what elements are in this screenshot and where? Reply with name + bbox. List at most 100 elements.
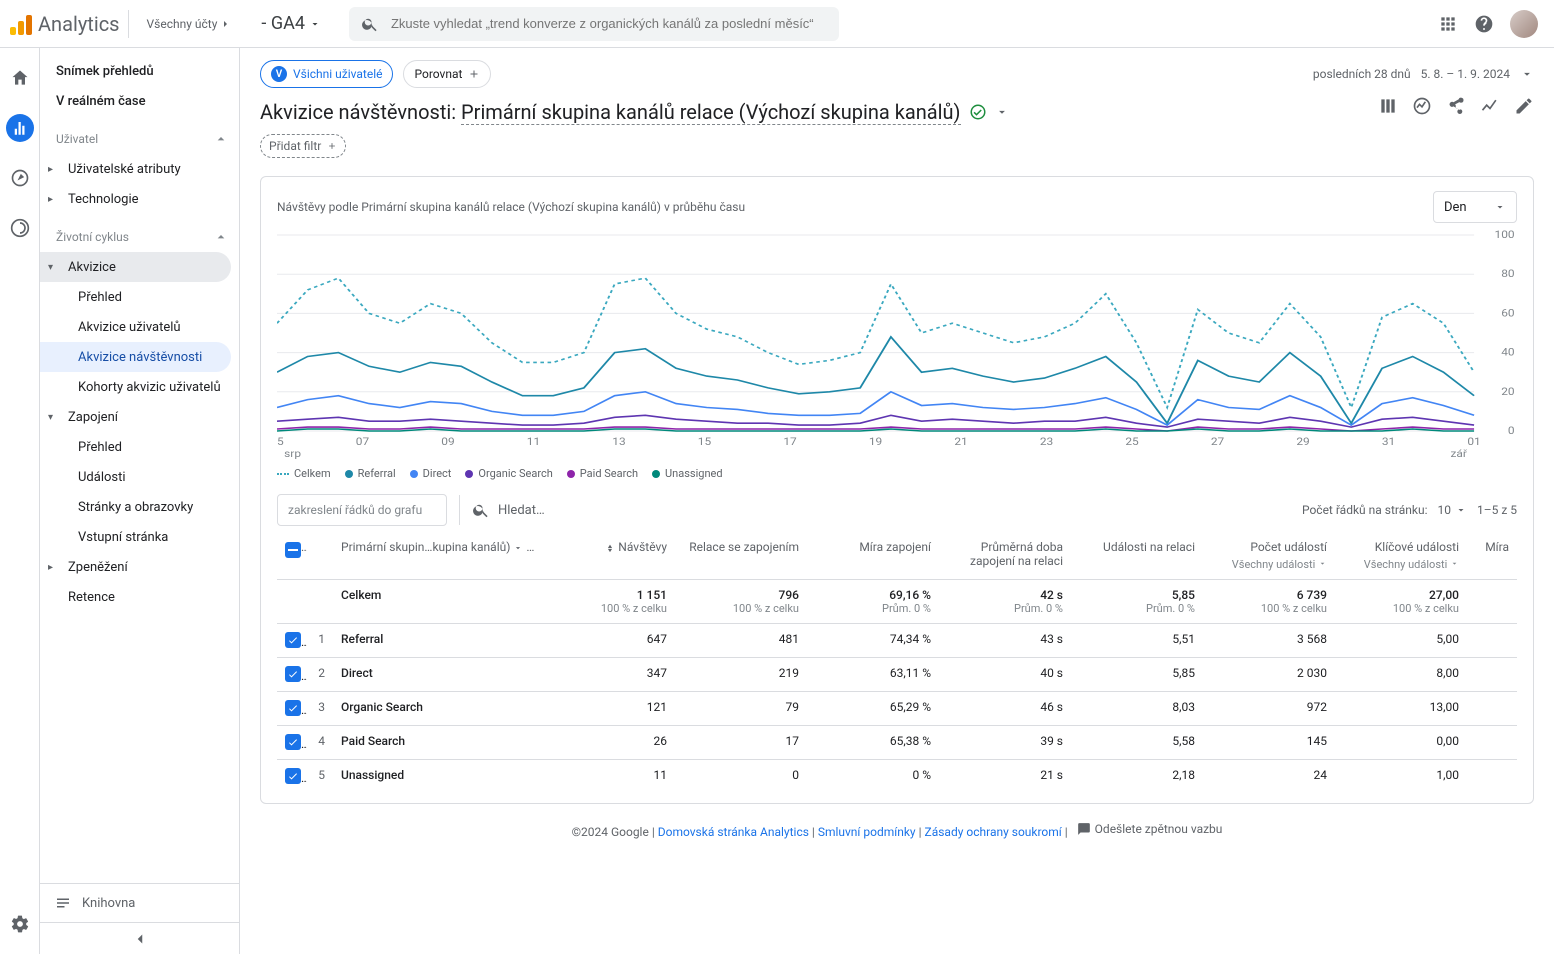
nav-acq-overview[interactable]: Přehled	[40, 282, 239, 312]
table-row[interactable]: 1Referral64748174,34 %43 s5,513 5685,00	[277, 624, 1517, 658]
dimension-header[interactable]: Primární skupin…kupina kanálů) +	[333, 534, 543, 580]
share-icon[interactable]	[1446, 96, 1466, 116]
legend-item[interactable]: Paid Search	[567, 467, 638, 480]
rail-admin-icon[interactable]	[6, 910, 34, 938]
metric-header[interactable]: Míra zapojení	[807, 534, 939, 580]
help-icon[interactable]	[1474, 14, 1494, 34]
metric-header[interactable]: Průměrná doba zapojení na relaci	[939, 534, 1071, 580]
caret-down-icon	[309, 18, 321, 30]
footer-feedback[interactable]: Odešlete zpětnou vazbu	[1077, 822, 1223, 836]
metric-header[interactable]: Klíčové událostiVšechny události	[1335, 534, 1467, 580]
nav-tech[interactable]: ▸Technologie	[40, 184, 239, 214]
chart-card: Návštěvy podle Primární skupina kanálů r…	[260, 176, 1534, 804]
row-checkbox[interactable]	[285, 700, 301, 716]
nav-snapshot[interactable]: Snímek přehledů	[40, 56, 239, 86]
chart-title: Návštěvy podle Primární skupina kanálů r…	[277, 200, 745, 214]
global-search-input[interactable]	[389, 15, 827, 32]
totals-cell: 5,85Prům. 0 %	[1071, 580, 1203, 624]
row-checkbox[interactable]	[285, 768, 301, 784]
pagination-range: 1–5 z 5	[1477, 503, 1517, 517]
plus-icon	[468, 68, 480, 80]
row-checkbox[interactable]	[285, 632, 301, 648]
nav-acq-traffic[interactable]: Akvizice návštěvnosti	[40, 342, 231, 372]
legend-item[interactable]: Organic Search	[465, 467, 552, 480]
legend-item[interactable]: Celkem	[277, 467, 331, 480]
nav-eng-overview[interactable]: Přehled	[40, 432, 239, 462]
add-dimension-icon[interactable]: +	[529, 540, 536, 554]
rail-explore-icon[interactable]	[6, 164, 34, 192]
compare-chip[interactable]: Porovnat	[403, 60, 491, 88]
insights-icon[interactable]	[1412, 96, 1432, 116]
table-row[interactable]: 4Paid Search261765,38 %39 s5,581450,00	[277, 726, 1517, 760]
dimension-selector[interactable]: Primární skupina kanálů relace (Výchozí …	[461, 100, 960, 125]
nav-library[interactable]: Knihovna	[40, 883, 239, 922]
chevron-right-icon	[219, 18, 231, 30]
nav-acquisition[interactable]: ▾Akvizice	[40, 252, 231, 282]
date-range-picker[interactable]: posledních 28 dnů 5. 8. – 1. 9. 2024	[1313, 67, 1534, 81]
nav-eng-landing[interactable]: Vstupní stránka	[40, 522, 239, 552]
legend-item[interactable]: Referral	[345, 467, 396, 480]
select-all-checkbox[interactable]	[285, 542, 301, 558]
rail-reports-icon[interactable]	[6, 114, 34, 142]
segment-chip[interactable]: V Všichni uživatelé	[260, 60, 393, 88]
caret-down-icon	[1520, 67, 1534, 81]
table-row[interactable]: 3Organic Search1217965,29 %46 s8,0397213…	[277, 692, 1517, 726]
table-row[interactable]: 2Direct34721963,11 %40 s5,852 0308,00	[277, 658, 1517, 692]
metric-header[interactable]: Události na relaci	[1071, 534, 1203, 580]
divider	[128, 10, 129, 38]
totals-label: Celkem	[333, 580, 543, 624]
caret-down-icon: ▾	[48, 262, 53, 273]
rail-advertising-icon[interactable]	[6, 214, 34, 242]
metric-header[interactable]: Relace se zapojením	[675, 534, 807, 580]
nav-realtime[interactable]: V reálném čase	[40, 86, 239, 116]
nav-engagement[interactable]: ▾Zapojení	[40, 402, 239, 432]
nav-acq-cohorts[interactable]: Kohorty akvizic uživatelů	[40, 372, 239, 402]
footer-link-terms[interactable]: Smluvní podmínky	[818, 825, 916, 839]
report-title: Akvizice návštěvnosti: Primární skupina …	[260, 100, 1009, 124]
search-icon	[361, 15, 379, 33]
row-checkbox[interactable]	[285, 666, 301, 682]
nav-monetization[interactable]: ▸Zpeněžení	[40, 552, 239, 582]
property-selector[interactable]: - GA4	[249, 13, 333, 34]
apps-icon[interactable]	[1438, 14, 1458, 34]
nav-acq-users[interactable]: Akvizice uživatelů	[40, 312, 239, 342]
footer-link-privacy[interactable]: Zásady ochrany soukromí	[925, 825, 1062, 839]
rows-per-page-select[interactable]: 10	[1437, 503, 1467, 517]
edit-icon[interactable]	[1514, 96, 1534, 116]
trend-icon[interactable]	[1480, 96, 1500, 116]
nav-group-lifecycle[interactable]: Životní cyklus	[40, 222, 239, 252]
metric-header[interactable]: Počet událostíVšechny události	[1203, 534, 1335, 580]
global-search[interactable]	[349, 7, 839, 41]
nav-eng-pages[interactable]: Stránky a obrazovky	[40, 492, 239, 522]
legend-item[interactable]: Unassigned	[652, 467, 723, 480]
nav-eng-events[interactable]: Události	[40, 462, 239, 492]
totals-cell: 1 151100 % z celku	[543, 580, 675, 624]
caret-down-icon[interactable]	[995, 105, 1009, 119]
metric-header[interactable]: Návštěvy	[543, 534, 675, 580]
verified-icon	[969, 103, 987, 121]
table-search[interactable]: Hledat…	[472, 501, 545, 519]
svg-text:31: 31	[1382, 436, 1395, 448]
plot-rows-input[interactable]: zakreslení řádků do grafu	[277, 494, 447, 526]
side-nav: Snímek přehledů V reálném čase Uživatel …	[40, 48, 240, 954]
nav-user-attrs[interactable]: ▸Uživatelské atributy	[40, 154, 239, 184]
metric-header[interactable]: Míra	[1467, 534, 1517, 580]
library-icon	[54, 894, 72, 912]
rows-per-page-label: Počet řádků na stránku:	[1302, 503, 1428, 517]
nav-retention[interactable]: Retence	[40, 582, 239, 612]
rail-home-icon[interactable]	[6, 64, 34, 92]
collapse-nav-button[interactable]	[40, 922, 239, 954]
add-filter-chip[interactable]: Přidat filtr	[260, 134, 346, 158]
footer-link-home[interactable]: Domovská stránka Analytics	[658, 825, 809, 839]
account-breadcrumb[interactable]: Všechny účty	[137, 17, 242, 31]
plus-icon	[327, 141, 337, 151]
product-logo[interactable]: Analytics	[10, 12, 120, 36]
legend-item[interactable]: Direct	[410, 467, 452, 480]
totals-cell: 69,16 %Prům. 0 %	[807, 580, 939, 624]
user-avatar[interactable]	[1510, 10, 1538, 38]
granularity-select[interactable]: Den	[1433, 191, 1517, 223]
nav-group-user[interactable]: Uživatel	[40, 124, 239, 154]
table-row[interactable]: 5Unassigned1100 %21 s2,18241,00	[277, 760, 1517, 794]
customize-columns-icon[interactable]	[1378, 96, 1398, 116]
row-checkbox[interactable]	[285, 734, 301, 750]
